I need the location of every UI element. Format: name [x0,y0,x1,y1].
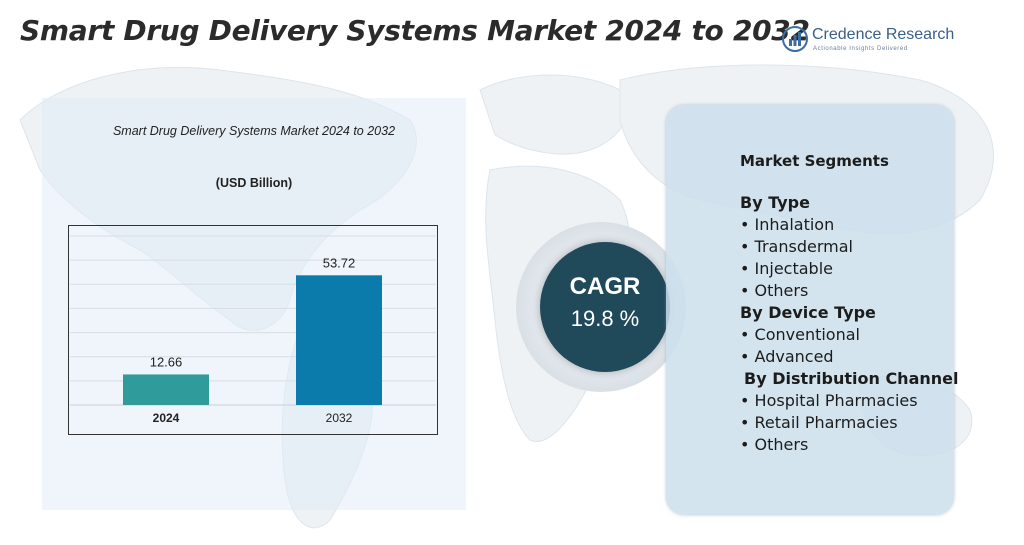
segments-heading: Market Segments [740,152,889,170]
segment-item-label: Hospital Pharmacies [754,391,918,410]
brand-name: Credence Research [812,26,955,43]
chart-unit-label: (USD Billion) [215,176,293,190]
chart-panel: Smart Drug Delivery Systems Market 2024 … [42,98,466,510]
cagr-value: 19.8 % [570,306,640,331]
bullet-icon: • [740,215,755,234]
page-title: Smart Drug Delivery Systems Market 2024 … [20,14,810,47]
brand-logo: Credence Research Actionable Insights De… [782,24,955,58]
cagr-label: CAGR [569,273,641,300]
bullet-icon: • [740,325,755,344]
segment-item: • Others [740,435,808,454]
bar-value-label: 53.72 [323,255,356,270]
bar-chart-logo-icon [782,26,808,52]
segment-item: • Advanced [740,347,834,366]
market-segments-panel: Market Segments By Type • Inhalation • Tra… [666,105,958,515]
chart-title: Smart Drug Delivery Systems Market 2024 … [112,124,396,138]
bullet-icon: • [740,413,755,432]
bar-2032 [296,275,382,405]
segment-item-label: Transdermal [754,237,853,256]
bullet-icon: • [740,347,755,366]
segment-item: • Hospital Pharmacies [740,391,918,410]
x-tick-label: 2024 [153,411,180,425]
bullet-icon: • [740,237,755,256]
segment-item-label: Others [754,435,809,454]
segment-item: • Retail Pharmacies [740,413,898,432]
bullet-icon: • [740,435,755,454]
segment-item: • Others [740,281,808,300]
plot-frame [68,225,438,435]
segment-group-title: By Distribution Channel [744,369,959,388]
bar-2024 [123,374,209,405]
bar-chart: 12.66 2024 53.72 2032 [70,235,436,425]
segment-item: • Transdermal [740,237,853,256]
bullet-icon: • [740,391,755,410]
segment-item-label: Others [754,281,809,300]
segment-item-label: Advanced [754,347,834,366]
segment-item-label: Inhalation [754,215,835,234]
brand-tagline: Actionable Insights Delivered [813,46,908,52]
segment-item-label: Conventional [754,325,860,344]
segment-item: • Injectable [740,259,833,278]
cagr-badge [540,242,670,372]
segment-item-label: Injectable [754,259,833,278]
segment-group-title: By Type [740,193,810,212]
segment-item-label: Retail Pharmacies [754,413,898,432]
segment-item: • Inhalation [740,215,834,234]
segment-item: • Conventional [740,325,860,344]
segment-group-title: By Device Type [740,303,876,322]
x-tick-label: 2032 [326,411,353,425]
bar-value-label: 12.66 [150,354,183,369]
bullet-icon: • [740,281,755,300]
bullet-icon: • [740,259,755,278]
